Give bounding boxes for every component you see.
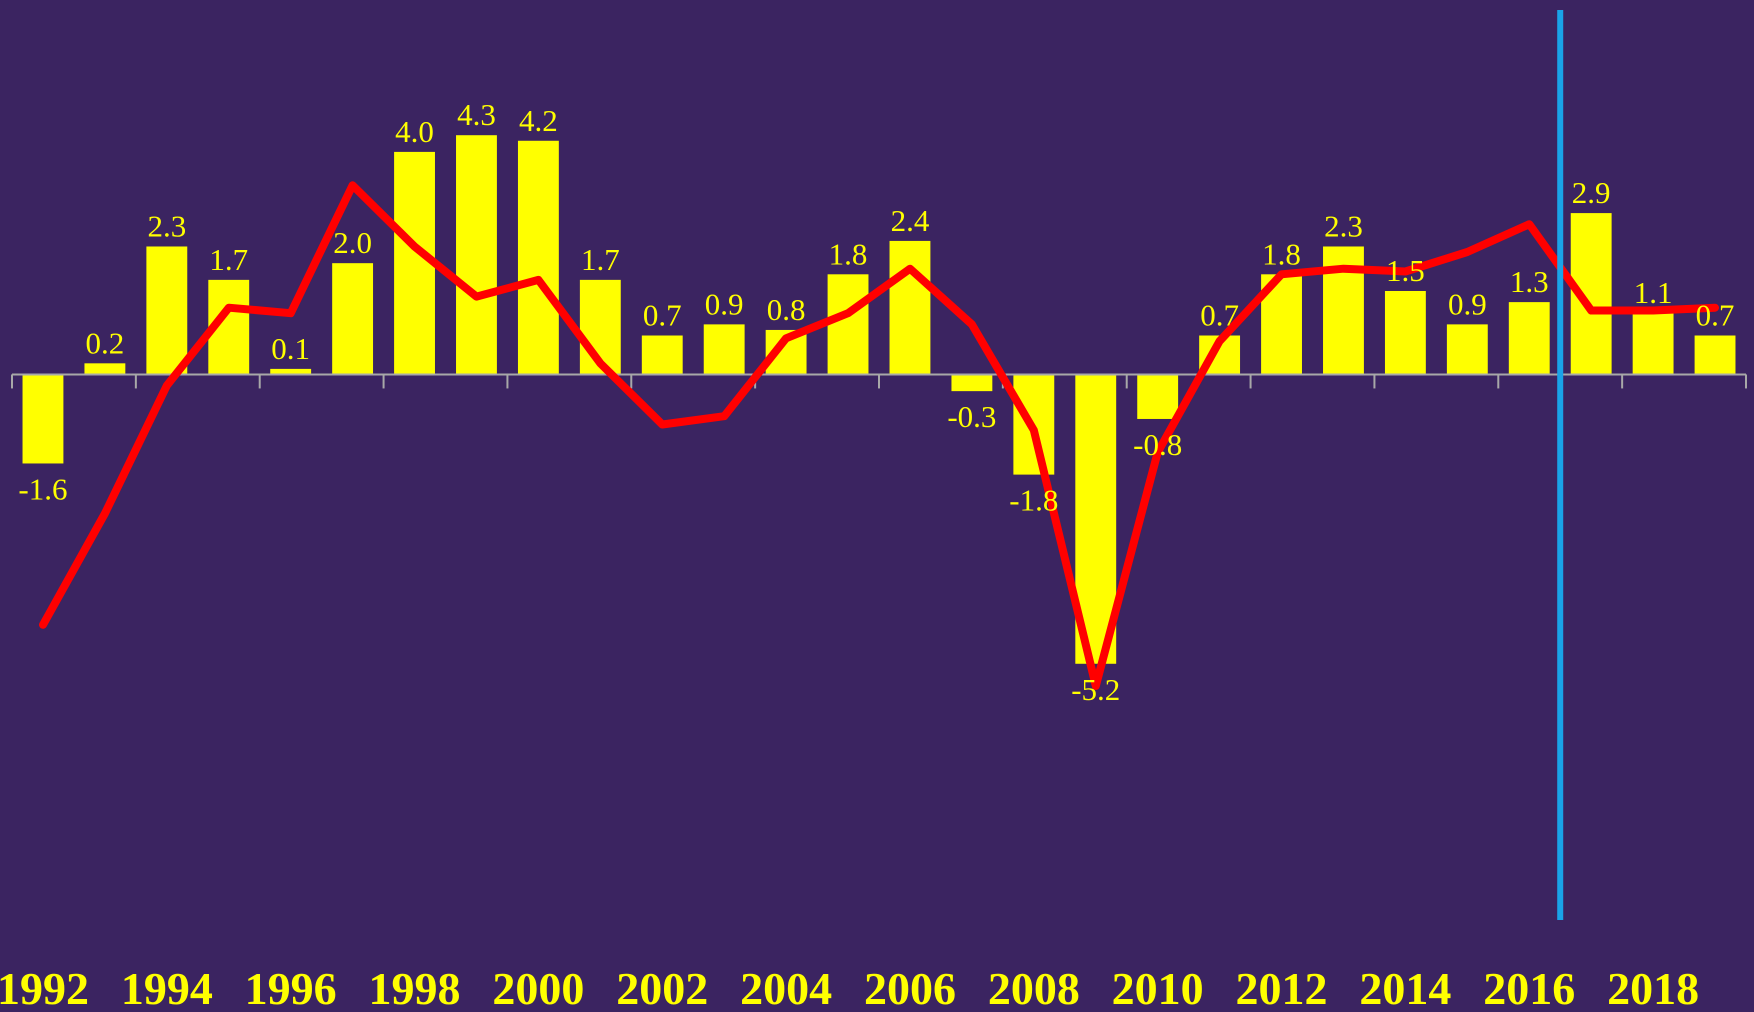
value-label-2012: 1.8 — [1262, 236, 1301, 271]
bars — [22, 135, 1736, 664]
bar-2000 — [517, 140, 559, 375]
bar-2005 — [827, 274, 869, 375]
x-tick-labels: 1992 1994 1996 1998 2000 2002 2004 2006 2008 2010… — [0, 963, 1699, 1012]
bar-2006 — [889, 240, 931, 375]
value-label-1996: 0.1 — [271, 331, 310, 366]
value-label-2004: 0.8 — [767, 292, 806, 327]
line-path — [39, 181, 1719, 690]
value-label-2015: 0.9 — [1448, 286, 1487, 321]
value-label-2011: 0.7 — [1200, 298, 1239, 333]
x-tick-2014: 2014 — [1359, 963, 1451, 1012]
bar-1999 — [456, 135, 497, 375]
value-label-2002: 0.7 — [643, 298, 682, 333]
value-label-2000: 4.2 — [519, 103, 558, 138]
value-label-2005: 1.8 — [829, 236, 868, 271]
bar-2019 — [1694, 335, 1736, 375]
value-label-2001: 1.7 — [581, 242, 620, 277]
value-label-1992: -1.6 — [18, 471, 67, 506]
x-tick-2012: 2012 — [1236, 963, 1328, 1012]
bar-2007 — [951, 374, 993, 392]
value-labels: -1.6 0.2 2.3 1.7 0.1 2.0 4.0 4.3 4.2 1.7 0.7 0.9 0.8… — [18, 97, 1734, 707]
value-label-1998: 4.0 — [395, 114, 434, 149]
x-tick-1994: 1994 — [121, 963, 213, 1012]
x-axis — [11, 373, 1747, 389]
bar-2002 — [641, 335, 683, 375]
bar-1992 — [22, 374, 64, 464]
value-label-1997: 2.0 — [333, 225, 372, 260]
value-label-1993: 0.2 — [86, 325, 125, 360]
x-tick-1996: 1996 — [245, 963, 337, 1012]
x-tick-2018: 2018 — [1607, 963, 1699, 1012]
value-label-2003: 0.9 — [705, 286, 744, 321]
line-series — [39, 181, 1719, 690]
value-label-1994: 2.3 — [147, 208, 186, 243]
bar-2010 — [1137, 374, 1179, 419]
value-label-2018: 1.1 — [1634, 275, 1673, 310]
x-tick-2016: 2016 — [1483, 963, 1575, 1012]
bar-2015 — [1446, 324, 1488, 375]
value-label-1995: 1.7 — [209, 242, 248, 277]
x-tick-1998: 1998 — [369, 963, 461, 1012]
bar-2014 — [1384, 290, 1426, 375]
value-label-2009: -5.2 — [1071, 672, 1120, 707]
value-label-2007: -0.3 — [947, 399, 996, 434]
x-tick-2000: 2000 — [492, 963, 584, 1012]
x-tick-2004: 2004 — [740, 963, 832, 1012]
value-label-1999: 4.3 — [457, 97, 496, 132]
value-label-2008: -1.8 — [1009, 483, 1058, 518]
bar-2003 — [703, 324, 745, 375]
bar-2018 — [1632, 313, 1674, 375]
value-label-2014: 1.5 — [1386, 253, 1425, 288]
value-label-2017: 2.9 — [1572, 175, 1611, 210]
x-tick-2006: 2006 — [864, 963, 956, 1012]
value-label-2013: 2.3 — [1324, 208, 1363, 243]
bar-2016 — [1508, 302, 1550, 375]
value-label-2019: 0.7 — [1696, 298, 1735, 333]
x-tick-2010: 2010 — [1112, 963, 1204, 1012]
x-tick-1992: 1992 — [0, 963, 89, 1012]
bar-1993 — [84, 363, 126, 375]
bar-1994 — [146, 246, 188, 375]
x-tick-2002: 2002 — [616, 963, 708, 1012]
x-tick-2008: 2008 — [988, 963, 1080, 1012]
bar-1996 — [270, 368, 312, 375]
bar-1997 — [332, 263, 374, 375]
value-label-2006: 2.4 — [891, 203, 930, 238]
value-label-2010: -0.8 — [1133, 427, 1182, 462]
value-label-2016: 1.3 — [1510, 264, 1549, 299]
bar-1998 — [394, 151, 435, 375]
